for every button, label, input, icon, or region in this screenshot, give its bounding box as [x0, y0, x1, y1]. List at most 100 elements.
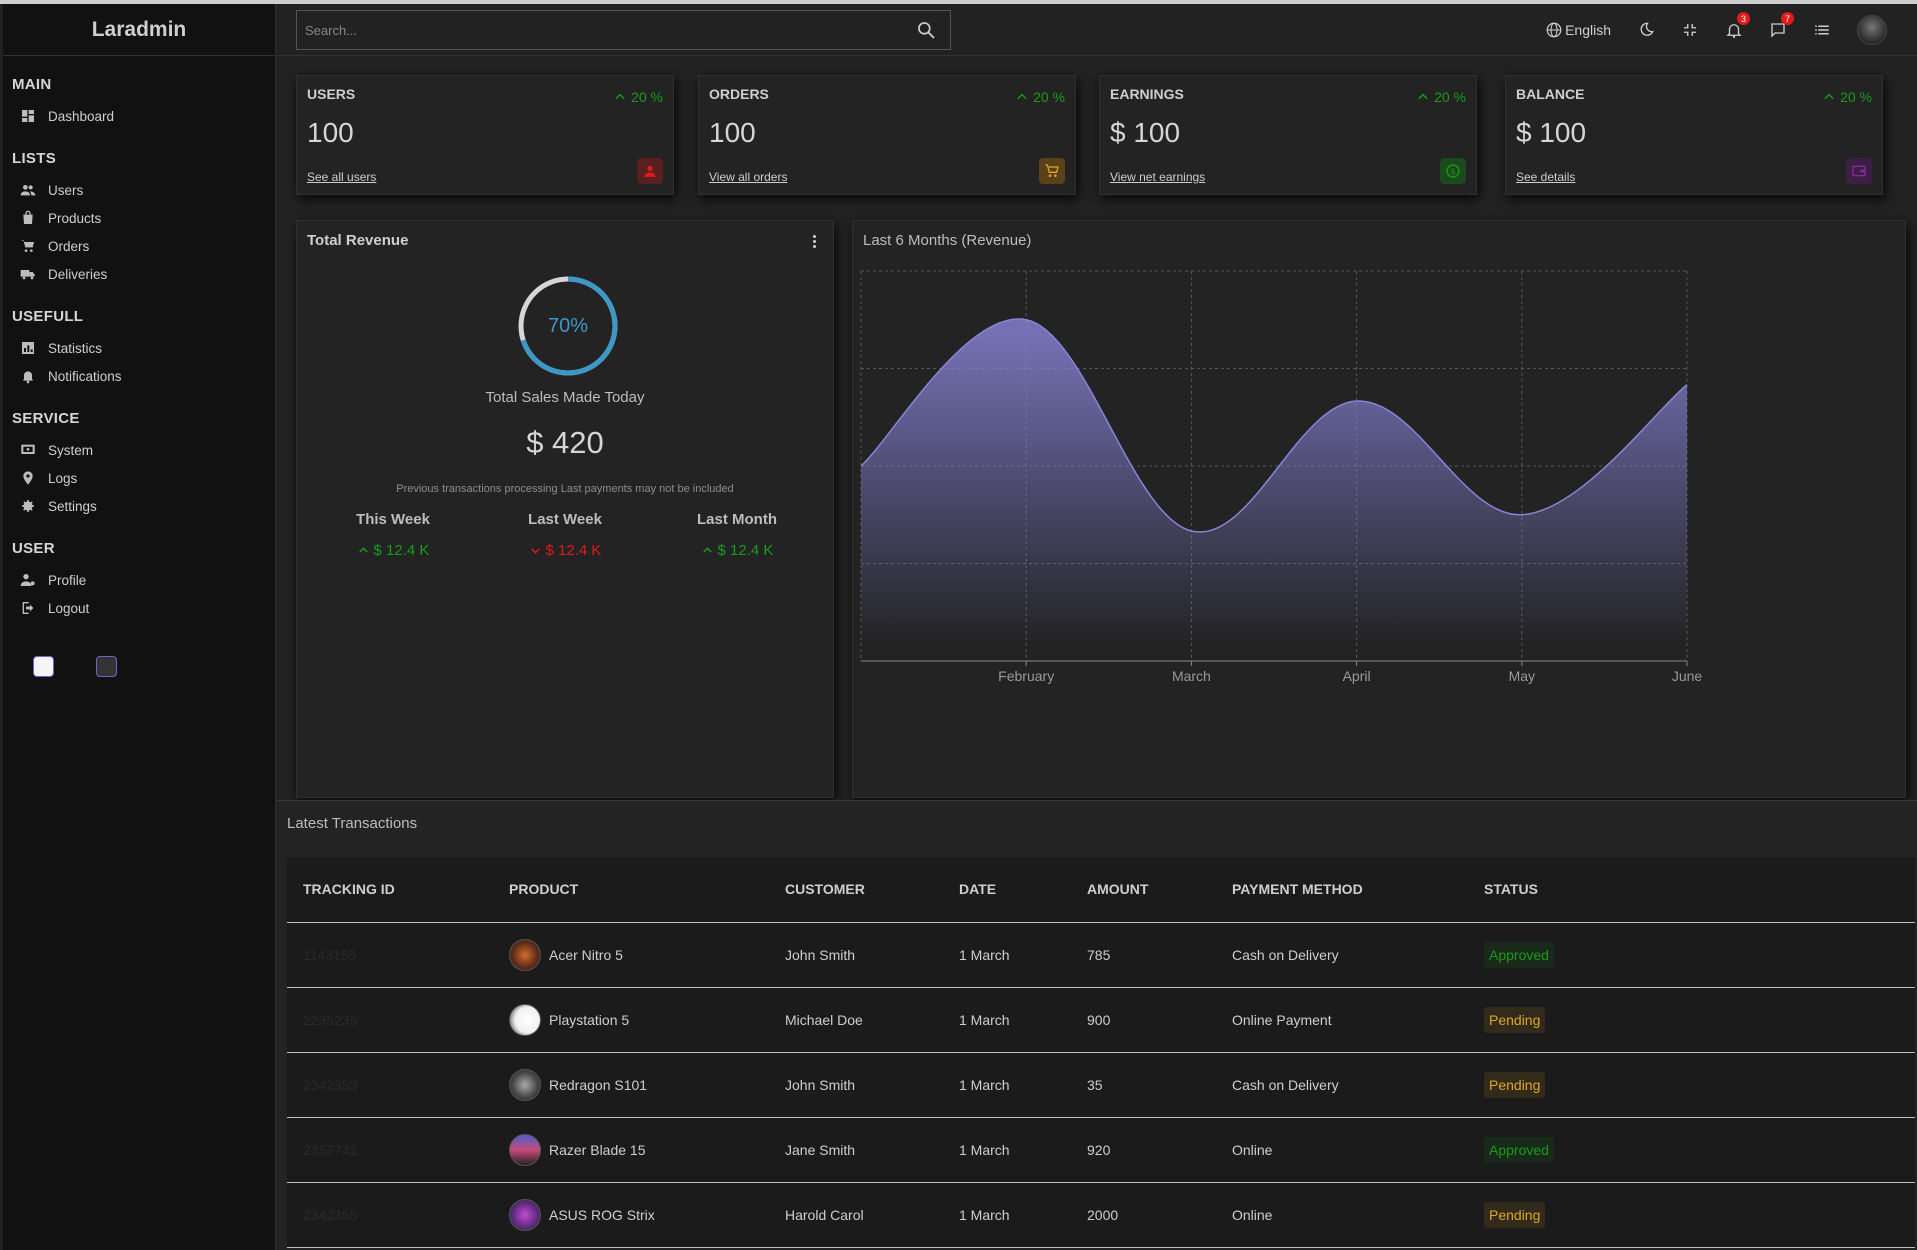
widget-value: 100 [709, 117, 756, 148]
language-label: English [1565, 22, 1611, 38]
widget-link[interactable]: See all users [307, 170, 377, 184]
revenue-note: Previous transactions processing Last pa… [396, 483, 734, 495]
customer: Michael Doe [769, 987, 943, 1053]
chart-icon [20, 340, 36, 356]
status-cell: Pending [1468, 987, 1915, 1053]
sidebar-item-logout[interactable]: Logout [12, 594, 275, 622]
sidebar-item-statistics[interactable]: Statistics [12, 334, 275, 362]
revenue-title: Total Revenue [307, 232, 409, 249]
product-cell: Acer Nitro 5 [493, 922, 769, 988]
sidebar-section-lists: LISTS Users Products Orders Deliveries [3, 150, 275, 288]
sidebar-item-profile[interactable]: Profile [12, 566, 275, 594]
sidebar-item-label: Users [48, 182, 84, 198]
list-menu-button[interactable] [1813, 21, 1831, 39]
date: 1 March [943, 1182, 1071, 1248]
sidebar-item-label: Dashboard [48, 108, 115, 124]
table-row[interactable]: 2342355 ASUS ROG Strix Harold Carol 1 Ma… [287, 1182, 1915, 1248]
x-tick-label: February [998, 668, 1054, 684]
status-badge: Approved [1484, 1136, 1554, 1163]
widget-percent: 20 % [1822, 89, 1872, 105]
light-theme-swatch[interactable] [33, 656, 54, 677]
wallet-icon [1846, 158, 1872, 184]
sidebar-item-logs[interactable]: Logs [12, 464, 275, 492]
sidebar: Laradmin MAIN Dashboard LISTS Users Products… [3, 4, 276, 1250]
status-cell: Pending [1468, 1052, 1915, 1118]
sidebar-item-system[interactable]: System [12, 436, 275, 464]
summary-title: This Week [356, 511, 430, 528]
dark-mode-toggle[interactable] [1637, 21, 1655, 39]
widget-title: EARNINGS [1110, 86, 1184, 102]
more-options-icon[interactable] [813, 235, 817, 249]
sidebar-item-settings[interactable]: Settings [12, 492, 275, 520]
profile-icon [20, 572, 36, 588]
sidebar-item-label: Logs [48, 470, 78, 486]
summary-title: Last Week [528, 511, 602, 528]
customer: Jane Smith [769, 1117, 943, 1183]
search-icon[interactable] [914, 18, 938, 42]
amount: 920 [1071, 1117, 1216, 1183]
product-image [509, 1133, 541, 1166]
product-name: Razer Blade 15 [549, 1141, 646, 1158]
widget-value: $ 100 [1516, 117, 1587, 148]
topbar: English 3 7 [277, 4, 1917, 56]
chevron-up-icon [357, 544, 370, 557]
column-header: TRACKING ID [287, 857, 493, 923]
sidebar-item-orders[interactable]: Orders [12, 232, 275, 260]
payment-method: Cash on Delivery [1216, 1052, 1468, 1118]
column-header: STATUS [1468, 857, 1915, 923]
chevron-up-icon [613, 90, 627, 104]
notifications-badge: 3 [1737, 12, 1750, 25]
fullscreen-toggle[interactable] [1681, 21, 1699, 39]
sidebar-item-label: Settings [48, 498, 97, 514]
revenue-area-chart: February March April May June [860, 270, 1702, 684]
summary-amount: $ 12.4 K [373, 542, 430, 559]
status-badge: Approved [1484, 941, 1554, 968]
summary-last-month: Last Month $ 12.4 K [662, 511, 812, 559]
sidebar-section-main: MAIN Dashboard [3, 76, 275, 130]
widget-earnings: EARNINGS 20 % $ 100 View net earnings $ [1099, 75, 1477, 195]
sidebar-item-label: Products [48, 210, 102, 226]
sidebar-item-dashboard[interactable]: Dashboard [12, 102, 275, 130]
bell-icon [1725, 21, 1743, 39]
tracking-id: 1143155 [287, 922, 493, 988]
widget-link[interactable]: See details [1516, 170, 1576, 184]
column-header: PAYMENT METHOD [1216, 857, 1468, 923]
table-row[interactable]: 2342353 Redragon S101 John Smith 1 March… [287, 1052, 1915, 1118]
chevron-up-icon [1015, 90, 1029, 104]
tracking-id: 2342355 [287, 1182, 493, 1248]
theme-swatches [33, 656, 275, 677]
messages-button[interactable]: 7 [1769, 12, 1794, 39]
transactions-title: Latest Transactions [287, 815, 418, 832]
svg-text:$: $ [1450, 167, 1455, 176]
table-row[interactable]: 2235235 Playstation 5 Michael Doe 1 Marc… [287, 987, 1915, 1053]
user-avatar-button[interactable] [1857, 15, 1887, 45]
payment-method: Online [1216, 1182, 1468, 1248]
product-cell: ASUS ROG Strix [493, 1182, 769, 1248]
messages-badge: 7 [1781, 12, 1794, 25]
table-row[interactable]: 2357741 Razer Blade 15 Jane Smith 1 Marc… [287, 1117, 1915, 1183]
x-tick-label: May [1509, 668, 1535, 684]
x-tick-label: March [1172, 668, 1211, 684]
widget-link[interactable]: View net earnings [1110, 170, 1206, 184]
search-input[interactable] [297, 11, 914, 49]
widget-orders: ORDERS 20 % 100 View all orders [698, 75, 1076, 195]
sidebar-item-deliveries[interactable]: Deliveries [12, 260, 275, 288]
status-badge: Pending [1484, 1006, 1546, 1033]
amount: 785 [1071, 922, 1216, 988]
widget-link[interactable]: View all orders [709, 170, 788, 184]
product-name: Playstation 5 [549, 1011, 630, 1028]
cart-icon [1039, 158, 1065, 184]
table-row[interactable]: 1143155 Acer Nitro 5 John Smith 1 March … [287, 922, 1915, 988]
sidebar-item-users[interactable]: Users [12, 176, 275, 204]
dark-theme-swatch[interactable] [96, 656, 117, 677]
app-logo[interactable]: Laradmin [3, 4, 275, 56]
sidebar-item-notifications[interactable]: Notifications [12, 362, 275, 390]
language-selector[interactable]: English [1545, 21, 1611, 39]
summary-amount: $ 12.4 K [717, 542, 774, 559]
chevron-up-icon [701, 544, 714, 557]
moon-icon [1637, 21, 1655, 39]
notifications-button[interactable]: 3 [1725, 12, 1750, 39]
sidebar-item-products[interactable]: Products [12, 204, 275, 232]
date: 1 March [943, 1117, 1071, 1183]
widget-percent: 20 % [613, 89, 663, 105]
